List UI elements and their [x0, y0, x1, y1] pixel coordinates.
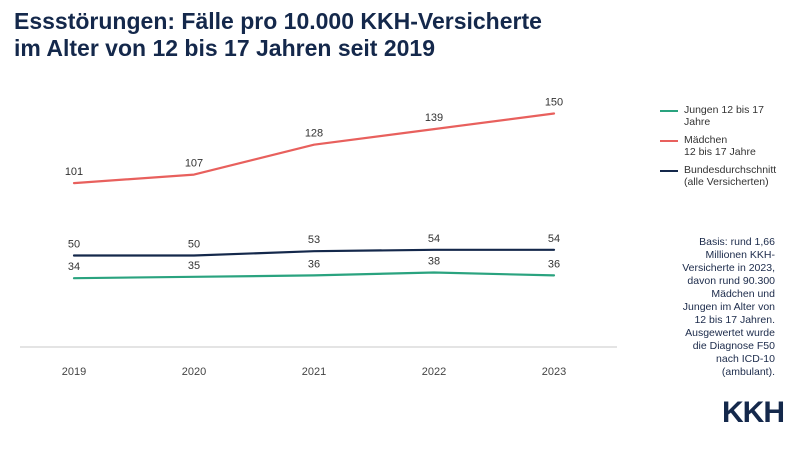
legend-label-maedchen-line-1: Mädchen — [684, 134, 728, 146]
data-label: 139 — [425, 112, 443, 124]
legend-item-jungen: Jungen 12 bis 17 Jahre — [648, 104, 778, 128]
legend-swatch-maedchen — [660, 140, 678, 142]
legend-label-bundesdurchschnitt-line-1: Bundesdurchschnitt — [684, 164, 777, 176]
data-label: 128 — [305, 128, 323, 140]
kkh-logo: KKH — [722, 396, 785, 429]
data-label: 50 — [188, 239, 200, 251]
legend: Jungen 12 bis 17 Jahre Mädchen 12 bis 17… — [648, 104, 778, 194]
data-label: 53 — [308, 234, 320, 246]
basis-line: nach ICD-10 — [716, 353, 775, 365]
data-label: 36 — [548, 258, 560, 270]
data-label: 54 — [548, 233, 560, 245]
data-label: 107 — [185, 158, 203, 170]
series-line-2 — [72, 248, 556, 257]
basis-line: (ambulant). — [721, 366, 775, 378]
data-label: 50 — [68, 239, 80, 251]
basis-line: Ausgewertet wurde — [685, 327, 775, 339]
basis-line: 12 bis 17 Jahren. — [694, 314, 775, 326]
legend-item-bundesdurchschnitt: Bundesdurchschnitt (alle Versicherten) — [648, 164, 778, 188]
series-line-0 — [72, 271, 556, 280]
legend-swatch-bundesdurchschnitt — [660, 170, 678, 172]
x-tick-label: 2023 — [542, 366, 566, 378]
x-tick-label: 2021 — [302, 366, 326, 378]
data-label: 35 — [188, 260, 200, 272]
legend-label-maedchen-line-2: 12 bis 17 Jahre — [684, 146, 756, 158]
data-label: 38 — [428, 256, 440, 268]
basis-line: Basis: rund 1,66 — [699, 236, 775, 248]
data-label: 101 — [65, 166, 83, 178]
data-label: 54 — [428, 233, 440, 245]
x-tick-label: 2022 — [422, 366, 446, 378]
chart-title-line-1: Essstörungen: Fälle pro 10.000 KKH-Versi… — [14, 8, 542, 34]
legend-label-jungen-line-1: Jungen 12 bis 17 — [684, 104, 764, 116]
legend-label-bundesdurchschnitt-line-2: (alle Versicherten) — [684, 176, 769, 188]
legend-label-jungen-line-2: Jahre — [684, 116, 711, 128]
data-label: 36 — [308, 258, 320, 270]
series-line-1 — [72, 112, 556, 185]
legend-swatch-jungen — [660, 110, 678, 112]
x-tick-label: 2020 — [182, 366, 206, 378]
basis-line: die Diagnose F50 — [692, 340, 775, 352]
basis-line: Mädchen und — [711, 288, 775, 300]
data-label: 150 — [545, 97, 563, 109]
basis-line: Millionen KKH- — [705, 249, 775, 261]
basis-line: Jungen im Alter von — [682, 301, 775, 313]
chart-title-line-2: im Alter von 12 bis 17 Jahren seit 2019 — [14, 35, 436, 61]
basis-line: Versicherte in 2023, — [682, 262, 775, 274]
basis-note: Basis: rund 1,66 Millionen KKH- Versiche… — [655, 236, 775, 379]
x-tick-label: 2019 — [62, 366, 86, 378]
legend-item-maedchen: Mädchen 12 bis 17 Jahre — [648, 134, 778, 158]
chart-title: Essstörungen: Fälle pro 10.000 KKH-Versi… — [14, 8, 542, 62]
basis-line: davon rund 90.300 — [687, 275, 775, 287]
data-label: 34 — [68, 261, 80, 273]
